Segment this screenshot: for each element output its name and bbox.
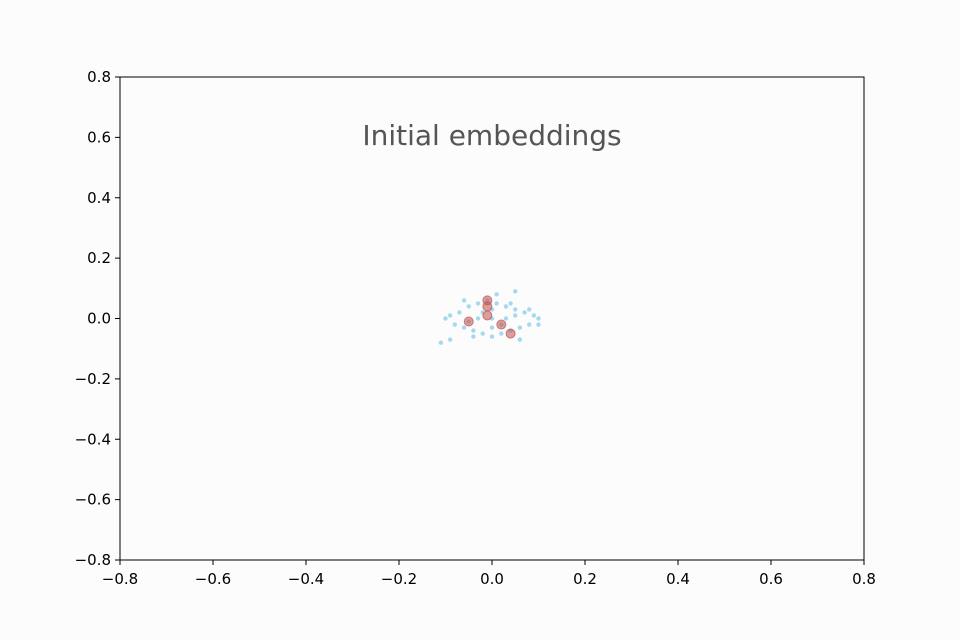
x-tick-label: 0.8 xyxy=(852,570,876,588)
embedding-point xyxy=(513,289,518,294)
embedding-point xyxy=(536,316,541,321)
embedding-point xyxy=(471,328,476,333)
x-tick-label: −0.4 xyxy=(288,570,324,588)
embedding-point xyxy=(503,316,509,321)
highlight-point xyxy=(463,316,474,327)
embedding-point xyxy=(447,313,453,318)
embedding-point xyxy=(517,325,523,330)
embedding-point xyxy=(503,304,509,309)
x-tick-label: −0.2 xyxy=(381,570,417,588)
embedding-point xyxy=(447,337,453,342)
embedding-point xyxy=(452,322,457,327)
y-axis: 0.8 0.6 0.4 0.2 0.0 −0.2 −0.4 −0.6 −0.8 xyxy=(75,68,120,569)
y-tick-label: −0.2 xyxy=(75,370,111,388)
y-tick-label: 0.6 xyxy=(87,128,111,146)
y-tick-label: −0.8 xyxy=(75,551,111,569)
embedding-point xyxy=(527,307,532,312)
embedding-point xyxy=(438,340,444,345)
embedding-point xyxy=(513,313,518,318)
embedding-point xyxy=(475,301,481,306)
y-tick-label: 0.0 xyxy=(87,310,111,328)
y-tick-label: 0.4 xyxy=(87,189,111,207)
y-tick-label: −0.4 xyxy=(75,430,111,448)
embedding-point xyxy=(475,316,481,321)
embedding-point xyxy=(489,334,495,339)
embedding-point xyxy=(471,334,476,339)
x-tick-label: 0.2 xyxy=(573,570,597,588)
embedding-point xyxy=(494,301,499,306)
highlight-point xyxy=(482,310,493,321)
chart-title: Initial embeddings xyxy=(362,119,621,152)
embedding-point xyxy=(531,313,537,318)
x-tick-label: −0.8 xyxy=(102,570,138,588)
y-tick-label: 0.8 xyxy=(87,68,111,86)
embedding-point xyxy=(517,337,523,342)
embedding-point xyxy=(499,331,504,336)
x-tick-label: 0.6 xyxy=(759,570,783,588)
y-tick-label: 0.2 xyxy=(87,249,111,267)
highlight-point xyxy=(496,319,507,330)
x-tick-label: 0.0 xyxy=(480,570,504,588)
embedding-point xyxy=(527,322,532,327)
highlight-point xyxy=(482,301,493,312)
embedding-point xyxy=(443,316,448,321)
embedding-point xyxy=(480,331,485,336)
embedding-point xyxy=(494,292,499,297)
embedding-point xyxy=(522,310,527,315)
x-tick-label: 0.4 xyxy=(666,570,690,588)
x-axis: −0.8 −0.6 −0.4 −0.2 0.0 0.2 0.4 0.6 0.8 xyxy=(102,560,876,588)
embedding-point xyxy=(461,325,467,330)
embedding-point xyxy=(457,310,462,315)
embedding-point xyxy=(513,307,518,312)
embedding-point xyxy=(508,301,513,306)
points-layer xyxy=(438,289,541,345)
highlight-point xyxy=(505,328,516,339)
x-tick-label: −0.6 xyxy=(195,570,231,588)
embedding-point xyxy=(461,298,467,303)
embedding-point xyxy=(466,304,471,309)
y-tick-label: −0.6 xyxy=(75,491,111,509)
embedding-point xyxy=(489,325,495,330)
embedding-point xyxy=(536,322,541,327)
